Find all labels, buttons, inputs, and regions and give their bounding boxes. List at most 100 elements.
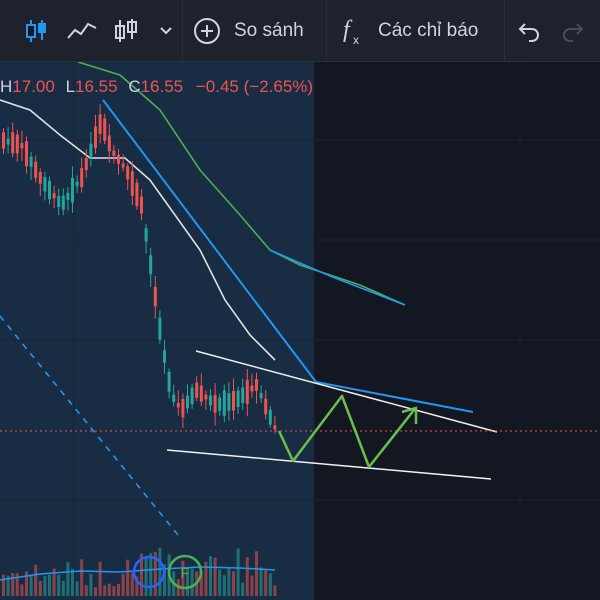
volume-bar xyxy=(264,570,268,596)
legend-c-value: 16.55 xyxy=(140,77,184,96)
volume-bar xyxy=(48,574,51,596)
plus-circle-icon xyxy=(194,18,220,44)
volume-bar xyxy=(29,574,33,596)
legend-change: −0.45 (−2.65%) xyxy=(195,77,314,96)
candle-body xyxy=(241,387,245,404)
volume-bar xyxy=(204,561,208,596)
downtrend-line xyxy=(102,99,317,383)
candle-body xyxy=(34,161,38,178)
candle-body xyxy=(245,379,249,405)
top-toolbar: So sánh f x Các chỉ báo xyxy=(0,0,600,62)
candle-body xyxy=(236,390,240,408)
indicators-button[interactable]: f x Các chỉ báo xyxy=(340,0,478,62)
candle-body xyxy=(264,398,268,415)
toolbar-separator xyxy=(182,0,183,62)
candle-body xyxy=(135,182,139,206)
compare-button[interactable]: So sánh xyxy=(192,0,304,62)
candle-body xyxy=(126,166,130,180)
price-chart[interactable]: F xyxy=(0,62,600,600)
ohlc-legend: H17.00 L16.55 C16.55 −0.45 (−2.65%) xyxy=(0,77,313,97)
bar-chart-icon[interactable] xyxy=(112,0,140,62)
candle-body xyxy=(195,382,199,398)
volume-bar xyxy=(153,551,157,596)
volume-bar xyxy=(89,573,93,596)
legend-c-label: C xyxy=(128,77,141,96)
candle-body xyxy=(107,135,111,152)
volume-bar xyxy=(245,557,249,596)
chevron-down-icon[interactable] xyxy=(154,0,178,62)
volume-bar xyxy=(273,585,277,596)
candle-body xyxy=(222,390,226,416)
toolbar-separator xyxy=(504,0,505,62)
candle-body xyxy=(190,387,194,405)
signal-marker-blue[interactable] xyxy=(132,555,166,589)
volume-bar xyxy=(213,557,217,596)
volume-bar xyxy=(255,551,258,596)
volume-bar xyxy=(121,573,125,596)
toolbar-separator xyxy=(326,0,327,62)
candle-body xyxy=(117,154,120,164)
candle-body xyxy=(250,385,254,392)
volume-bar xyxy=(71,568,74,596)
volume-bar xyxy=(61,580,65,596)
signal-marker-letter: F xyxy=(180,565,189,582)
candle-body xyxy=(130,171,134,196)
volume-bar xyxy=(57,574,61,596)
candle-body xyxy=(61,195,65,210)
volume-bar xyxy=(135,576,139,596)
candle-body xyxy=(149,255,153,275)
volume-bar xyxy=(15,573,19,596)
signal-marker-green[interactable] xyxy=(167,554,203,590)
candle-body xyxy=(25,141,28,167)
volume-bar xyxy=(163,564,166,596)
volume-bar xyxy=(222,575,226,596)
undo-icon[interactable] xyxy=(514,0,546,62)
candle-body xyxy=(103,118,107,141)
candle-body xyxy=(94,126,97,149)
candle-body xyxy=(268,409,272,425)
wedge-lower-line xyxy=(166,449,492,480)
indicators-label: Các chỉ báo xyxy=(378,20,479,41)
volume-bars xyxy=(2,547,277,596)
candle-body xyxy=(213,395,217,413)
candle-body xyxy=(6,138,10,145)
volume-bar xyxy=(117,583,120,596)
candle-body xyxy=(52,193,56,199)
line-chart-icon[interactable] xyxy=(64,0,100,62)
trendline-extension xyxy=(315,381,474,413)
volume-bar xyxy=(112,586,116,596)
candle-body xyxy=(11,132,15,154)
volume-bar xyxy=(75,581,79,596)
volume-bar xyxy=(52,568,56,596)
volume-bar xyxy=(158,547,162,596)
candle-body xyxy=(57,195,61,208)
candle-body xyxy=(98,114,102,134)
candle-body xyxy=(2,132,5,149)
candle-body xyxy=(172,394,176,402)
candle-body xyxy=(38,172,42,184)
volume-bar xyxy=(80,559,84,596)
volume-bar xyxy=(209,556,212,596)
candle-body xyxy=(199,385,203,402)
candle-body xyxy=(43,177,47,192)
volume-bar xyxy=(43,575,47,596)
volume-bar xyxy=(259,567,263,596)
candle-body xyxy=(20,143,24,149)
candle-body xyxy=(204,394,208,400)
compare-label: So sánh xyxy=(234,20,304,41)
legend-l-value: 16.55 xyxy=(75,77,118,96)
candle-body xyxy=(153,286,157,307)
candle-body xyxy=(144,228,148,242)
volume-bar xyxy=(199,571,203,596)
candle-body xyxy=(112,150,116,156)
candle-body xyxy=(163,350,166,363)
candle-body xyxy=(218,397,222,411)
volume-bar xyxy=(34,564,38,596)
wedge-upper-line xyxy=(195,350,498,433)
ma-line-short xyxy=(0,99,276,361)
candlestick-icon[interactable] xyxy=(18,0,54,62)
candle-body xyxy=(209,395,212,406)
volume-ma-line xyxy=(0,566,276,581)
volume-bar xyxy=(6,575,10,596)
redo-icon[interactable] xyxy=(556,0,588,62)
